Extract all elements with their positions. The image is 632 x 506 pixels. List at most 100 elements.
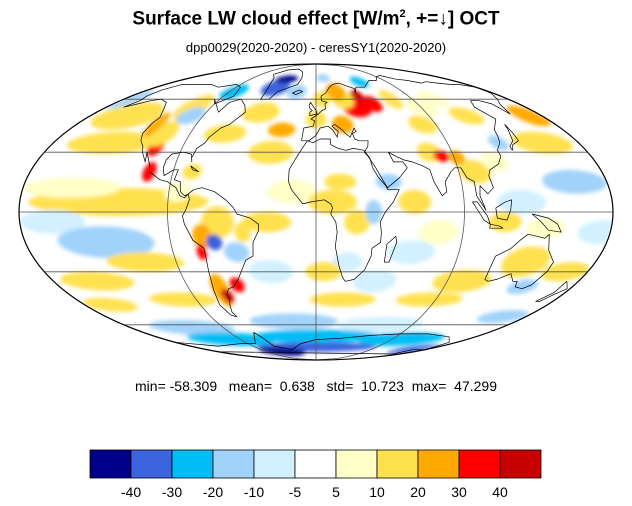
colorbar-tick-label: 5 (332, 484, 340, 500)
field-patch (307, 189, 358, 214)
colorbar-box (417, 449, 460, 479)
field-patch (267, 179, 316, 204)
field-patch (106, 252, 184, 272)
colorbar-box (171, 449, 214, 479)
colorbar-tick-label: 10 (369, 484, 385, 500)
field-patch (332, 115, 354, 134)
field-patch (206, 234, 223, 251)
field-patch (362, 96, 383, 113)
coastline (308, 101, 318, 116)
field-patch (375, 173, 402, 190)
field-patch (260, 79, 291, 97)
longitude-gridline (167, 64, 317, 360)
field-patch (59, 271, 135, 291)
field-patch (433, 150, 450, 162)
field-patch (344, 210, 371, 235)
coastline (495, 199, 513, 221)
field-patch (229, 277, 245, 293)
field-patch (448, 107, 485, 125)
colorbar-tick-label: 30 (451, 484, 467, 500)
field-patch (352, 269, 397, 293)
field-patch (387, 240, 436, 264)
std-value: 10.723 (361, 378, 404, 394)
field-patch (164, 181, 191, 202)
colorbar-box (294, 449, 337, 479)
colorbar-tick-label: 20 (410, 484, 426, 500)
colorbar-tick-label: -20 (203, 484, 223, 500)
field-patch (286, 84, 307, 100)
field-patch (506, 105, 552, 127)
chart-subtitle: dpp0029(2020-2020) - ceresSY1(2020-2020) (185, 40, 447, 55)
colorbar-box (458, 449, 501, 479)
field-patches (19, 74, 613, 356)
field-patch (309, 292, 376, 307)
colorbar-tick-label: -5 (289, 484, 302, 500)
max-value: 47.299 (454, 378, 497, 394)
coastline (292, 89, 303, 95)
field-patch (316, 74, 331, 82)
field-patch (23, 177, 121, 198)
field-patch (449, 150, 466, 166)
field-patch (357, 332, 445, 347)
coastline (190, 165, 199, 173)
field-patch (66, 131, 157, 155)
coastlines (123, 68, 568, 355)
field-patch (143, 112, 171, 138)
field-patch (511, 131, 574, 155)
field-patch (487, 135, 509, 151)
coastline (174, 332, 450, 355)
field-patch (506, 279, 539, 295)
coastline (383, 235, 398, 263)
field-patch (82, 297, 138, 312)
mollweide-map (18, 63, 614, 361)
field-patch (525, 218, 566, 239)
field-patch (90, 102, 165, 130)
field-patch (149, 292, 217, 307)
field-patch (241, 102, 280, 123)
colorbar-tick-label: -40 (121, 484, 141, 500)
coastline (288, 138, 400, 282)
field-patch (542, 169, 607, 194)
chart-title: Surface LW cloud effect [W/m2, +=↓] OCT (0, 8, 632, 30)
title-main: Surface LW cloud effect [W/m (132, 8, 400, 30)
field-patch (203, 124, 247, 143)
field-patch (432, 269, 492, 293)
field-patch (258, 347, 306, 356)
longitude-gridline (315, 64, 465, 360)
coastline (531, 213, 562, 233)
colorbar-box (212, 449, 255, 479)
field-patch (324, 173, 357, 190)
field-patch (187, 332, 275, 347)
field-patch (182, 163, 202, 180)
field-patch (419, 220, 459, 245)
field-patch (577, 220, 613, 245)
field-patch (349, 76, 370, 88)
field-patch (241, 212, 292, 233)
colorbar-box (499, 449, 542, 479)
coastline (301, 75, 511, 211)
colorbar-tick-labels: -40 -30 -20 -10 -5 5 10 20 30 40 (121, 484, 508, 500)
coastline (484, 233, 554, 290)
field-patch (145, 120, 180, 147)
map-outline (18, 63, 614, 361)
coastline (260, 68, 303, 100)
title-suffix: , +=↓] OCT (405, 8, 500, 30)
colorbar-boxes (89, 449, 542, 479)
field-patch (223, 242, 250, 263)
field-patch (501, 246, 551, 278)
min-value: -58.309 (169, 378, 218, 394)
colorbar-tick-label: -30 (162, 484, 182, 500)
std-label: std= (326, 378, 354, 394)
min-label: min= (135, 378, 166, 394)
field-patch (398, 189, 432, 214)
colorbar-box (253, 449, 296, 479)
mean-value: 0.638 (279, 378, 315, 394)
field-patch (481, 152, 508, 172)
mean-label: mean= (228, 378, 272, 394)
field-patch (175, 107, 206, 125)
field-patch (408, 115, 437, 134)
field-patch (57, 226, 155, 259)
coastline (504, 124, 519, 151)
field-patch (19, 210, 86, 235)
field-patch (268, 122, 296, 138)
